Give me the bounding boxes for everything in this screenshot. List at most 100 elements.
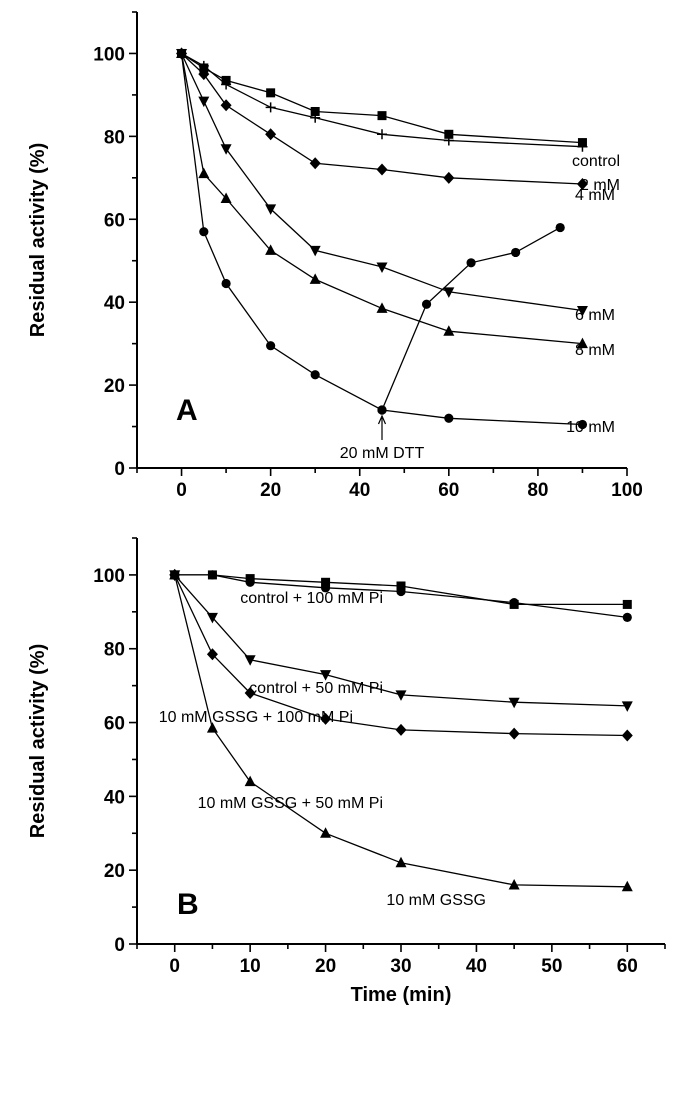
data-point — [198, 96, 210, 108]
panel-b-series-label: 10 mM GSSG + 50 mM Pi — [198, 795, 383, 812]
data-point — [396, 586, 406, 597]
data-point — [577, 419, 588, 430]
series-line — [381, 227, 561, 411]
data-point — [395, 690, 407, 701]
panel-a-y-tick-label: 20 — [104, 376, 125, 397]
series-line — [181, 52, 583, 144]
panel-b-y-tick-label: 100 — [93, 566, 125, 587]
panel-b-series-label: 10 mM GSSG — [386, 892, 486, 909]
data-point — [310, 106, 320, 116]
data-point — [555, 222, 565, 233]
data-point — [310, 112, 321, 123]
data-point — [320, 827, 332, 838]
data-point — [309, 273, 321, 284]
data-point — [508, 697, 520, 709]
panel-b-y-axis-label: Residual activity (%) — [27, 644, 49, 839]
data-point — [576, 178, 588, 191]
panel-b-series-label: control + 50 mM Pi — [249, 680, 383, 697]
data-point — [206, 612, 218, 624]
panel-b-x-axis-label: Time (min) — [351, 984, 452, 1006]
panel-a-x-tick-label: 20 — [260, 480, 281, 501]
data-point — [576, 305, 588, 317]
data-point — [220, 99, 232, 112]
panel-a-series-recovery — [377, 222, 565, 415]
data-point — [206, 648, 218, 661]
panel-b-y-tick-label: 40 — [104, 787, 125, 808]
panel-a-x-tick-label: 100 — [611, 480, 643, 501]
panel-b-x-tick-label: 60 — [617, 956, 638, 977]
data-point — [176, 48, 187, 59]
panel-a-series-label: 4 mM — [575, 187, 615, 204]
data-point — [320, 670, 332, 681]
data-point — [221, 79, 232, 90]
data-point — [169, 568, 181, 580]
data-point — [395, 723, 407, 736]
data-point — [244, 775, 256, 787]
panel-a-y-tick-label: 0 — [114, 459, 125, 480]
panel-a-series-label: 8 mM — [575, 342, 615, 359]
data-point — [198, 167, 210, 179]
panel-a-x-tick-label: 0 — [176, 480, 187, 501]
panel-a-y-axis-label: Residual activity (%) — [27, 143, 49, 338]
series-line — [181, 53, 583, 185]
panel-b-series-10-mm-gssg-50-mm-pi — [169, 568, 633, 742]
panel-a-series-label: 6 mM — [575, 307, 615, 324]
data-point — [198, 68, 210, 81]
data-point — [577, 141, 588, 152]
panel-a-y-tick-label: 100 — [93, 44, 125, 65]
panel-b-x-tick-label: 40 — [466, 956, 487, 977]
data-point — [265, 244, 277, 255]
series-line — [180, 53, 583, 312]
data-point — [245, 577, 255, 587]
data-point — [621, 880, 633, 892]
data-point — [621, 701, 633, 712]
data-point — [309, 245, 321, 257]
panel-a-letter: A — [176, 394, 198, 427]
data-point — [421, 299, 432, 309]
panel-a-series-8-mm — [176, 47, 588, 349]
data-point — [220, 192, 232, 204]
panel-b-series-label: control + 100 mM Pi — [240, 590, 383, 607]
data-point — [377, 111, 387, 121]
data-point — [444, 413, 454, 423]
data-point — [310, 370, 320, 380]
data-point — [508, 727, 520, 740]
data-point — [309, 157, 321, 170]
data-point — [220, 144, 232, 155]
panel-b-series-label: 10 mM GSSG + 100 mM Pi — [159, 709, 353, 726]
panel-a-series-2-mm — [176, 48, 588, 152]
data-point — [206, 722, 218, 733]
data-point — [376, 163, 388, 176]
series-line — [181, 52, 583, 148]
panel-a-series-6-mm — [176, 48, 588, 317]
panel-a-series-label: 2 mM — [580, 177, 620, 194]
panel-b-x-tick-label: 50 — [541, 956, 562, 977]
data-point — [320, 712, 332, 725]
data-point — [622, 599, 632, 609]
panel-b-y-tick-label: 60 — [104, 714, 125, 735]
data-point — [443, 171, 455, 184]
data-point — [508, 878, 520, 890]
data-point — [244, 655, 256, 666]
data-point — [221, 278, 231, 289]
panel-b-y-tick-label: 80 — [104, 640, 125, 661]
data-point — [266, 88, 276, 98]
panel-a-y-tick-label: 60 — [104, 210, 125, 231]
data-point — [320, 583, 331, 593]
panel-a-series-label: control — [572, 153, 620, 170]
panel-a-series-label: 10 mM — [566, 419, 615, 436]
panel-a-x-tick-label: 60 — [438, 480, 459, 501]
data-point — [576, 337, 588, 349]
panel-a-y-tick-label: 40 — [104, 293, 125, 314]
data-point — [244, 687, 256, 700]
data-point — [377, 405, 387, 415]
data-point — [443, 135, 454, 146]
data-point — [376, 302, 388, 313]
panel-b-series-10-mm-gssg-100-mm-pi — [169, 570, 633, 712]
data-point — [443, 287, 455, 298]
panel-b-x-tick-label: 0 — [169, 956, 180, 977]
data-point — [396, 581, 406, 591]
panel-b-x-tick-label: 20 — [315, 956, 336, 977]
annotation-dtt-label: 20 mM DTT — [340, 445, 425, 462]
data-point — [265, 204, 277, 215]
